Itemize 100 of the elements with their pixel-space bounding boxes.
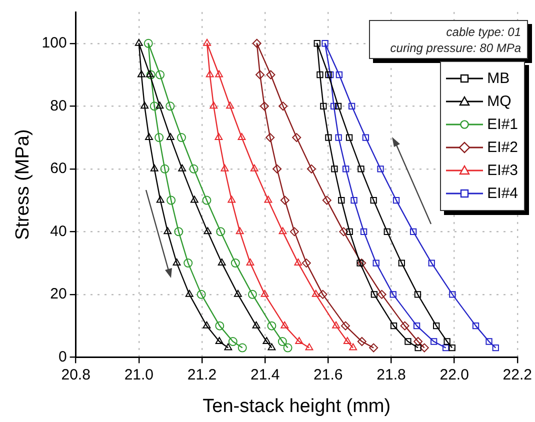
y-tick-label: 80: [50, 97, 67, 114]
point: [335, 134, 342, 141]
point: [384, 228, 390, 235]
y-tick-label: 100: [42, 34, 67, 52]
point: [331, 166, 338, 172]
point: [390, 322, 398, 330]
y-tick-label: 60: [50, 160, 67, 178]
x-tick-label: 21.2: [187, 366, 217, 384]
point: [330, 102, 338, 110]
point: [346, 228, 353, 235]
legend-label: MQ: [487, 93, 512, 110]
point: [398, 260, 405, 266]
point: [144, 38, 153, 48]
point: [166, 196, 176, 205]
point: [210, 102, 218, 109]
point: [166, 133, 174, 140]
point: [252, 38, 262, 48]
point: [278, 102, 288, 111]
point: [448, 344, 456, 352]
point: [433, 322, 440, 330]
point: [428, 260, 435, 266]
point: [404, 338, 412, 345]
point: [178, 164, 186, 172]
point: [302, 258, 311, 268]
point: [362, 134, 370, 141]
point: [204, 227, 212, 234]
annotation: curing pressure: 80 MPa: [390, 40, 521, 56]
point: [486, 338, 492, 345]
x-tick-label: 20.8: [61, 366, 90, 384]
point: [413, 322, 420, 330]
point: [196, 290, 206, 299]
point: [320, 102, 327, 110]
point: [283, 343, 292, 352]
point: [262, 337, 271, 344]
point: [442, 344, 450, 352]
point: [215, 70, 223, 78]
point: [272, 164, 282, 174]
y-tick-label: 20: [50, 286, 67, 303]
point: [252, 321, 260, 328]
point: [174, 227, 184, 236]
x-tick-label: 21.6: [314, 366, 343, 384]
point: [206, 70, 214, 78]
point: [322, 40, 328, 47]
point: [266, 133, 275, 142]
point: [492, 344, 499, 352]
point: [164, 227, 172, 234]
x-tick-label: 21.0: [124, 366, 154, 384]
y-tick-label: 0: [58, 348, 67, 366]
point: [150, 164, 158, 172]
point: [185, 290, 194, 297]
point: [264, 196, 272, 203]
point: [166, 102, 175, 111]
point: [203, 38, 211, 46]
point: [377, 290, 386, 299]
legend-label: EI#3: [487, 162, 518, 179]
point: [172, 258, 181, 266]
y-axis-title: Stress (MPa): [12, 129, 34, 240]
point: [339, 227, 348, 236]
point: [305, 343, 314, 350]
point: [230, 258, 240, 268]
point: [322, 196, 332, 205]
point: [236, 227, 244, 234]
point: [226, 102, 234, 109]
point: [472, 322, 480, 330]
point: [215, 337, 224, 344]
point: [341, 321, 350, 330]
point: [156, 196, 164, 203]
point: [228, 196, 236, 203]
point: [356, 260, 364, 266]
point: [357, 258, 366, 268]
x-tick-label: 22.2: [502, 366, 532, 384]
legend-label: EI#4: [487, 185, 518, 202]
point: [134, 38, 143, 46]
point: [318, 290, 328, 299]
point: [250, 164, 258, 172]
point: [160, 164, 170, 174]
point: [392, 196, 400, 204]
point: [280, 321, 289, 328]
point: [410, 228, 417, 235]
point: [266, 70, 276, 80]
point: [238, 343, 247, 352]
point: [420, 343, 429, 352]
point: [338, 196, 345, 204]
point: [346, 134, 353, 141]
point: [292, 133, 302, 142]
point: [190, 196, 198, 203]
point: [370, 196, 377, 204]
point: [156, 70, 165, 80]
point: [156, 102, 164, 109]
point: [215, 321, 224, 330]
point: [280, 196, 290, 205]
point: [336, 71, 343, 78]
point: [430, 338, 438, 345]
point: [295, 337, 304, 344]
point: [216, 227, 226, 236]
point: [246, 258, 254, 266]
point: [349, 343, 358, 350]
point: [176, 133, 186, 142]
point: [234, 290, 242, 297]
point: [220, 164, 229, 172]
